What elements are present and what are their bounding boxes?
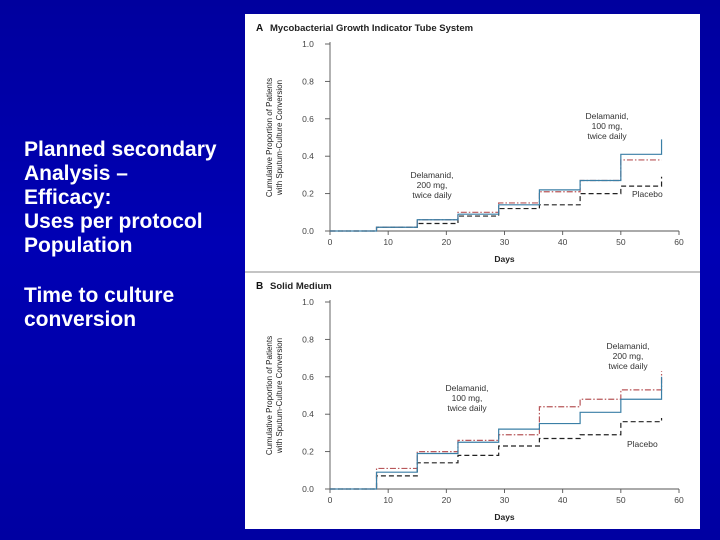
heading-line: Efficacy: <box>24 186 112 209</box>
x-tick-label: 30 <box>500 237 510 247</box>
x-tick-label: 20 <box>442 237 452 247</box>
series-annotation: twice daily <box>412 190 452 200</box>
series-annotation: Delamanid, <box>586 111 629 121</box>
series-annotation: twice daily <box>447 403 487 413</box>
y-tick-label: 0.4 <box>302 409 314 419</box>
x-axis-title: Days <box>494 254 515 264</box>
series-annotation: Delamanid, <box>446 383 489 393</box>
x-tick-label: 10 <box>383 237 393 247</box>
series-line <box>330 417 663 490</box>
y-axis-title: with Sputum-Culture Conversion <box>275 80 284 196</box>
x-tick-label: 50 <box>616 237 626 247</box>
x-tick-label: 0 <box>328 495 333 505</box>
x-tick-label: 40 <box>558 495 568 505</box>
series-line <box>330 371 663 490</box>
heading-line: Uses per protocol <box>24 210 203 233</box>
y-tick-label: 0.0 <box>302 484 314 494</box>
y-tick-label: 0.0 <box>302 226 314 236</box>
x-tick-label: 50 <box>616 495 626 505</box>
series-line <box>330 139 663 232</box>
y-tick-label: 1.0 <box>302 297 314 307</box>
heading-line: Analysis – <box>24 162 128 185</box>
panel-title: Mycobacterial Growth Indicator Tube Syst… <box>270 23 473 34</box>
series-annotation: Delamanid, <box>607 341 650 351</box>
series-annotation: 100 mg, <box>592 121 623 131</box>
x-tick-label: 40 <box>558 237 568 247</box>
x-tick-label: 10 <box>383 495 393 505</box>
subheading-line: conversion <box>24 308 137 331</box>
y-axis-title: Cumulative Proportion of Patients <box>265 78 274 197</box>
slide-text: Planned secondary Analysis – Efficacy: U… <box>24 138 246 332</box>
x-tick-label: 20 <box>442 495 452 505</box>
panel-letter: A <box>256 23 263 34</box>
y-tick-label: 1.0 <box>302 39 314 49</box>
x-axis-title: Days <box>494 512 515 522</box>
y-axis-title: Cumulative Proportion of Patients <box>265 336 274 455</box>
series-annotation: 100 mg, <box>452 393 483 403</box>
y-tick-label: 0.8 <box>302 334 314 344</box>
y-tick-label: 0.2 <box>302 189 314 199</box>
y-tick-label: 0.2 <box>302 447 314 457</box>
series-annotation: Delamanid, <box>411 170 454 180</box>
subheading-line: Time to culture <box>24 284 175 307</box>
figure-svg: A Mycobacterial Growth Indicator Tube Sys… <box>245 23 700 522</box>
series-annotation: twice daily <box>587 131 627 141</box>
series-line <box>330 176 663 232</box>
series-annotation: Placebo <box>627 439 658 449</box>
series-annotation: 200 mg, <box>417 180 448 190</box>
x-tick-label: 60 <box>674 237 684 247</box>
series-line <box>330 376 663 490</box>
y-tick-label: 0.6 <box>302 114 314 124</box>
y-axis-title: with Sputum-Culture Conversion <box>275 338 284 454</box>
series-annotation: twice daily <box>608 361 648 371</box>
y-tick-label: 0.4 <box>302 151 314 161</box>
x-tick-label: 30 <box>500 495 510 505</box>
series-annotation: 200 mg, <box>613 351 644 361</box>
heading-line: Planned secondary <box>24 138 217 161</box>
text-spacer <box>24 258 246 284</box>
panel-letter: B <box>256 281 263 292</box>
series-annotation: Placebo <box>632 189 663 199</box>
y-tick-label: 0.6 <box>302 372 314 382</box>
x-tick-label: 0 <box>328 237 333 247</box>
panel-title: Solid Medium <box>270 281 332 292</box>
kaplan-meier-figure: A Mycobacterial Growth Indicator Tube Sys… <box>245 14 700 529</box>
heading-line: Population <box>24 234 133 257</box>
series-line <box>330 159 662 232</box>
y-tick-label: 0.8 <box>302 76 314 86</box>
x-tick-label: 60 <box>674 495 684 505</box>
